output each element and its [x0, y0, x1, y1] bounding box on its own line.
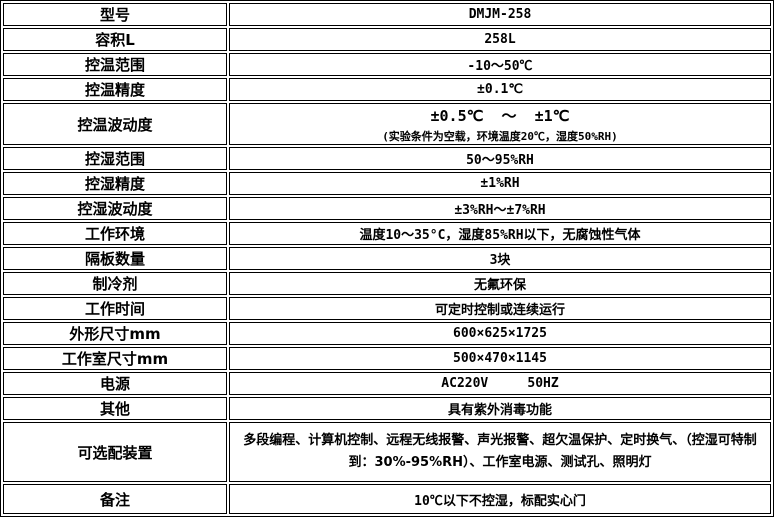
spec-row-temp-range: 控温范围 -10～50℃	[3, 53, 771, 76]
spec-row-volume: 容积L 258L	[3, 28, 771, 51]
spec-value-text: 500×470×1145	[453, 351, 547, 366]
spec-row-refrigerant: 制冷剂 无氟环保	[3, 272, 771, 295]
spec-value: 600×625×1725	[229, 322, 771, 345]
spec-value-text: 多段编程、计算机控制、远程无线报警、声光报警、超欠温保护、定时换气、（控湿可特制…	[243, 433, 757, 470]
spec-value-text: ±0.1℃	[477, 82, 523, 97]
spec-value-text: 600×625×1725	[453, 326, 547, 341]
spec-value: ±1%RH	[229, 172, 771, 195]
spec-label: 电源	[3, 372, 227, 395]
spec-label: 控湿范围	[3, 147, 227, 170]
spec-label: 备注	[3, 484, 227, 514]
spec-value: 无氟环保	[229, 272, 771, 295]
spec-value: 具有紫外消毒功能	[229, 397, 771, 420]
spec-row-temp-fluctuation: 控温波动度 ±0.5℃ ～ ±1℃ (实验条件为空载，环境温度20℃，湿度50%RH…	[3, 103, 771, 145]
spec-row-remarks: 备注 10℃以下不控湿，标配实心门	[3, 484, 771, 514]
spec-row-shelf-count: 隔板数量 3块	[3, 247, 771, 270]
spec-value-text: 10℃以下不控湿，标配实心门	[414, 493, 586, 509]
spec-value: 500×470×1145	[229, 347, 771, 370]
spec-row-temp-accuracy: 控温精度 ±0.1℃	[3, 78, 771, 101]
spec-row-humidity-accuracy: 控湿精度 ±1%RH	[3, 172, 771, 195]
spec-value: -10～50℃	[229, 53, 771, 76]
spec-value-text: ±1%RH	[480, 176, 520, 191]
spec-value-text: 3块	[489, 253, 511, 268]
spec-value: DMJM-258	[229, 3, 771, 26]
spec-value-text: 258L	[484, 32, 516, 47]
spec-label: 控温范围	[3, 53, 227, 76]
spec-label: 控温波动度	[3, 103, 227, 145]
spec-label: 隔板数量	[3, 247, 227, 270]
spec-label: 控湿精度	[3, 172, 227, 195]
spec-value: 50～95%RH	[229, 147, 771, 170]
spec-label: 控湿波动度	[3, 197, 227, 220]
spec-label: 工作时间	[3, 297, 227, 320]
spec-value: 3块	[229, 247, 771, 270]
spec-row-humidity-range: 控湿范围 50～95%RH	[3, 147, 771, 170]
spec-row-work-environment: 工作环境 温度10～35°C，湿度85%RH以下，无腐蚀性气体	[3, 222, 771, 245]
spec-value: 10℃以下不控湿，标配实心门	[229, 484, 771, 514]
spec-row-chamber-dimensions: 工作室尺寸mm 500×470×1145	[3, 347, 771, 370]
spec-value: ±0.5℃ ～ ±1℃ (实验条件为空载，环境温度20℃，湿度50%RH)	[229, 103, 771, 145]
spec-value-text: 50～95%RH	[466, 153, 534, 168]
spec-value-text: ±3%RH～±7%RH	[454, 203, 546, 218]
spec-label: 控温精度	[3, 78, 227, 101]
spec-value-text: 温度10～35°C，湿度85%RH以下，无腐蚀性气体	[359, 228, 641, 243]
spec-value-main: ±0.5℃ ～ ±1℃	[430, 106, 570, 125]
spec-value: 258L	[229, 28, 771, 51]
spec-value-text: 无氟环保	[473, 278, 526, 293]
spec-row-outer-dimensions: 外形尺寸mm 600×625×1725	[3, 322, 771, 345]
spec-label: 工作室尺寸mm	[3, 347, 227, 370]
spec-label: 容积L	[3, 28, 227, 51]
spec-label: 型号	[3, 3, 227, 26]
spec-value-text: -10～50℃	[467, 59, 533, 74]
spec-value-text: DMJM-258	[468, 7, 532, 22]
spec-value: 温度10～35°C，湿度85%RH以下，无腐蚀性气体	[229, 222, 771, 245]
spec-row-work-time: 工作时间 可定时控制或连续运行	[3, 297, 771, 320]
spec-value-note: (实验条件为空载，环境温度20℃，湿度50%RH)	[382, 129, 618, 143]
spec-value: AC220V 50HZ	[229, 372, 771, 395]
spec-label: 其他	[3, 397, 227, 420]
spec-row-model: 型号 DMJM-258	[3, 3, 771, 26]
spec-value: ±3%RH～±7%RH	[229, 197, 771, 220]
spec-row-optional-devices: 可选配装置 多段编程、计算机控制、远程无线报警、声光报警、超欠温保护、定时换气、（…	[3, 422, 771, 482]
spec-label: 工作环境	[3, 222, 227, 245]
spec-row-other: 其他 具有紫外消毒功能	[3, 397, 771, 420]
spec-value-text: 具有紫外消毒功能	[447, 403, 552, 418]
spec-value: 可定时控制或连续运行	[229, 297, 771, 320]
spec-label: 外形尺寸mm	[3, 322, 227, 345]
spec-row-humidity-fluctuation: 控湿波动度 ±3%RH～±7%RH	[3, 197, 771, 220]
spec-value: ±0.1℃	[229, 78, 771, 101]
spec-row-power: 电源 AC220V 50HZ	[3, 372, 771, 395]
spec-value-text: AC220V 50HZ	[441, 376, 559, 391]
spec-label: 制冷剂	[3, 272, 227, 295]
spec-value: 多段编程、计算机控制、远程无线报警、声光报警、超欠温保护、定时换气、（控湿可特制…	[229, 422, 771, 482]
spec-value-text: 可定时控制或连续运行	[434, 303, 565, 318]
spec-label: 可选配装置	[3, 422, 227, 482]
